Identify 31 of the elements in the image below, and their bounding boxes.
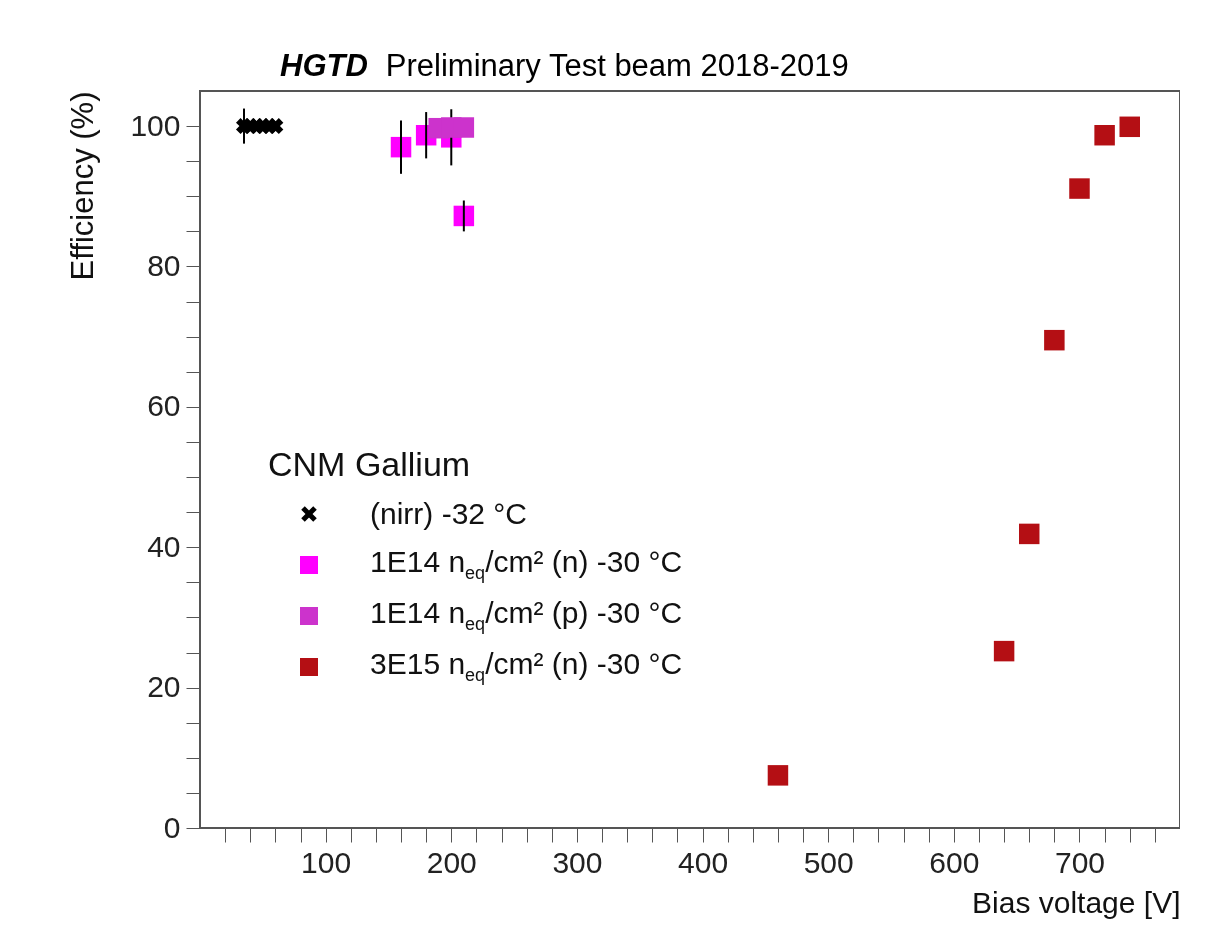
x-tick-label: 100 (301, 845, 352, 879)
point (993, 640, 1015, 662)
x-tick-label: 200 (426, 845, 477, 879)
point (267, 118, 284, 135)
y-axis-title: Efficiency (%) (65, 91, 101, 281)
chart-title: HGTD (280, 48, 368, 83)
x-tick-label: 300 (552, 845, 603, 879)
y-tick-label: 60 (147, 389, 181, 423)
y-tick-label: 20 (147, 670, 181, 704)
chart-subtitle: Preliminary Test beam 2018-2019 (385, 48, 849, 83)
x-tick-label: 600 (929, 845, 980, 879)
legend-title: CNM Gallium (268, 445, 472, 484)
point (1018, 523, 1040, 545)
y-tick-label: 100 (130, 108, 181, 142)
point (1094, 124, 1115, 146)
x-tick-label: 400 (678, 845, 729, 879)
y-tick-label: 40 (147, 529, 181, 563)
y-tick-label: 80 (147, 248, 181, 282)
x-tick-label: 500 (803, 845, 854, 879)
y-tick-label: 0 (163, 810, 181, 844)
x-axis-title: Bias voltage [V] (972, 885, 1181, 919)
point (1044, 329, 1065, 351)
point (453, 117, 475, 138)
point (767, 765, 789, 786)
legend-label: 1E14 n$_{eq}$/cm² (p) -30 °C (370, 596, 683, 635)
legend-label: 3E15 n$_{eq}$/cm² (n) -30 °C (370, 647, 683, 686)
legend-label: 1E14 n$_{eq}$/cm² (n) -30 °C (370, 545, 683, 584)
x-tick-label: 700 (1054, 845, 1106, 879)
point (1069, 178, 1090, 199)
legend-label: (nirr) -32 °C (370, 496, 528, 531)
point (1119, 116, 1140, 138)
